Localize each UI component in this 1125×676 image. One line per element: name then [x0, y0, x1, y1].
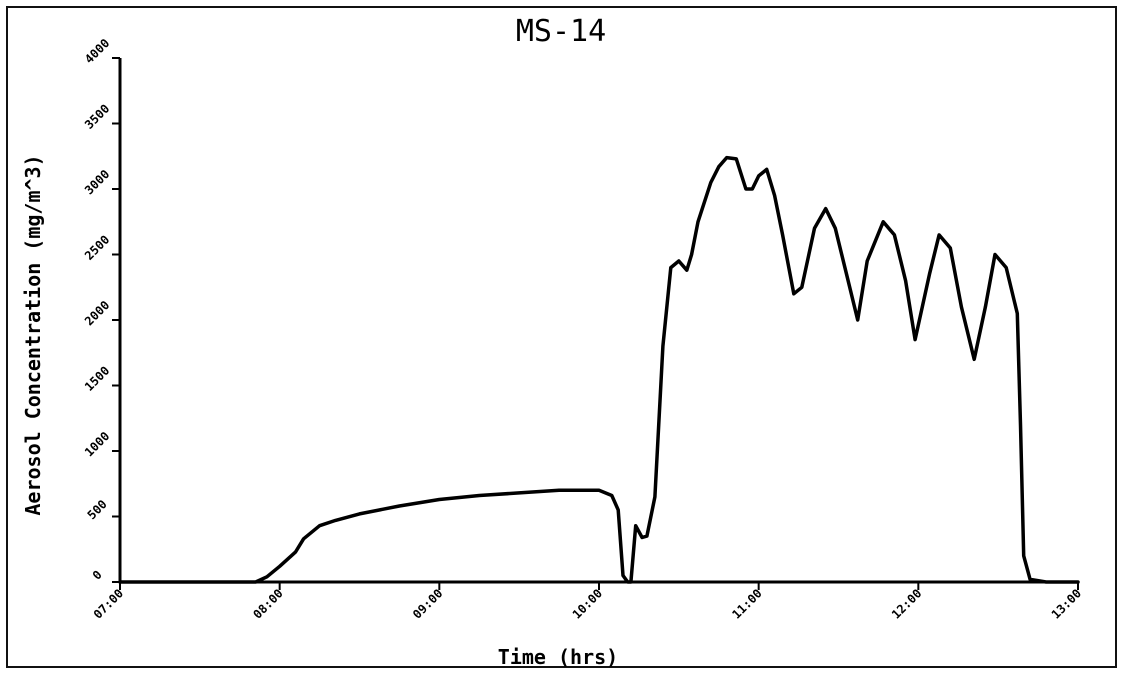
- y-tick-label-2: 1000: [82, 429, 112, 459]
- x-tick-label-6: 13:00: [1049, 586, 1084, 621]
- y-tick-label-0: 0: [90, 568, 105, 583]
- y-tick-label-5: 2500: [82, 233, 112, 263]
- x-tick-label-4: 11:00: [729, 586, 764, 621]
- x-tick-label-2: 09:00: [410, 586, 445, 621]
- y-tick-label-8: 4000: [82, 36, 112, 66]
- x-tick-label-0: 07:00: [91, 586, 126, 621]
- x-tick-label-3: 10:00: [570, 586, 605, 621]
- y-tick-label-6: 3000: [82, 167, 112, 197]
- series-layer: [118, 155, 1080, 584]
- x-tick-label-5: 12:00: [889, 586, 924, 621]
- y-tick-label-1: 500: [85, 497, 110, 522]
- chart-title: MS-14: [516, 14, 606, 49]
- x-tick-label-1: 08:00: [250, 586, 285, 621]
- y-tick-label-3: 1500: [82, 364, 112, 394]
- axes: [118, 58, 1078, 584]
- y-ticks: 0 500 1000 1500 2000 2500 3000 3500 4000: [82, 36, 120, 583]
- y-axis-label: Aerosol Concentration (mg/m^3): [21, 154, 45, 515]
- x-axis-label: Time (hrs): [498, 645, 618, 669]
- x-ticks: 07:00 08:00 09:00 10:00 11:00 12:00 13:00: [91, 582, 1084, 622]
- y-tick-label-7: 3500: [82, 102, 112, 132]
- chart-frame: [6, 6, 1117, 668]
- y-tick-label-4: 2000: [82, 298, 112, 328]
- series-line-0: [118, 155, 1080, 584]
